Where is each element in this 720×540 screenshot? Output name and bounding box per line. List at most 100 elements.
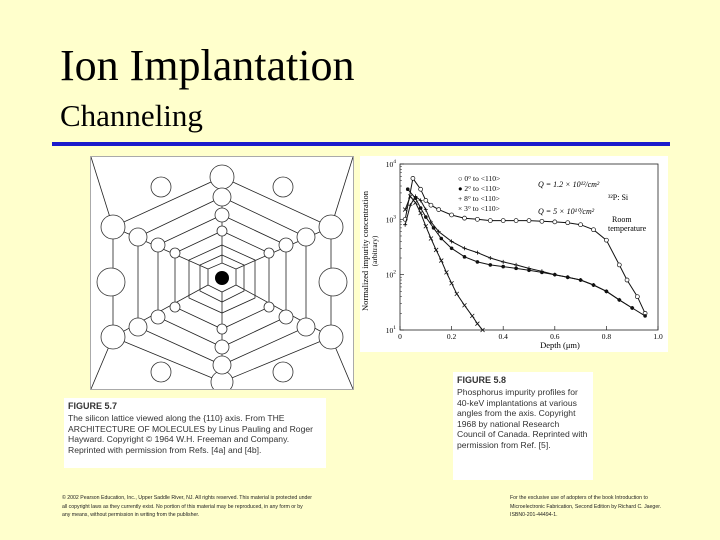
series-1-point-6 bbox=[449, 246, 454, 251]
series-2-point-1 bbox=[408, 203, 413, 208]
series-2-point-12 bbox=[514, 262, 519, 267]
series-0-point-3 bbox=[423, 198, 429, 203]
series-3-point-14 bbox=[480, 327, 485, 333]
series-1-point-21 bbox=[643, 314, 647, 318]
series-0-point-6 bbox=[449, 212, 454, 218]
impurity-profile-chart: 0 0.2 0.4 0.6 0.8 1.0 104 103 102 101 ○ 0° to <11… bbox=[360, 156, 668, 352]
book-attribution-footer: For the exclusive use of adopters of the… bbox=[510, 495, 662, 518]
series-2-point-15 bbox=[552, 272, 557, 277]
y-tick-label-3: 101 bbox=[386, 325, 397, 335]
copyright-footer: © 2002 Pearson Education, Inc., Upper Sa… bbox=[62, 495, 312, 518]
series-3-point-5 bbox=[428, 236, 434, 241]
series-0-point-4 bbox=[428, 202, 434, 208]
series-1-point-11 bbox=[514, 266, 518, 271]
series-0-point-16 bbox=[578, 222, 583, 228]
series-3-point-0 bbox=[402, 207, 408, 212]
series-2-point-7 bbox=[449, 239, 454, 244]
series-2-point-16 bbox=[565, 275, 570, 280]
annotation-species: ³²P: Si bbox=[608, 193, 629, 202]
chart-svg: 0 0.2 0.4 0.6 0.8 1.0 104 103 102 101 ○ 0° to <11… bbox=[360, 159, 663, 350]
series-0-point-17 bbox=[591, 227, 596, 233]
series-2-point-6 bbox=[436, 229, 441, 234]
figure-5-8-text: Phosphorus impurity profiles for 40-keV … bbox=[457, 387, 588, 450]
series-line-1 bbox=[407, 188, 646, 317]
series-3-point-3 bbox=[418, 210, 423, 216]
series-2-point-4 bbox=[423, 207, 428, 212]
y-tick-label-2: 102 bbox=[386, 270, 397, 280]
series-2-point-3 bbox=[418, 198, 423, 203]
x-tick-label-1: 0.2 bbox=[447, 332, 457, 341]
series-0-point-21 bbox=[635, 294, 640, 300]
series-0-point-13 bbox=[539, 218, 545, 224]
series-1-point-9 bbox=[488, 263, 493, 267]
series-3-point-2 bbox=[413, 200, 418, 205]
series-3-point-4 bbox=[423, 223, 429, 229]
plot-frame bbox=[399, 163, 659, 331]
x-tick-label-4: 0.8 bbox=[602, 332, 612, 341]
series-0-point-7 bbox=[462, 215, 467, 221]
series-3-point-1 bbox=[408, 194, 413, 199]
x-tick-label-2: 0.4 bbox=[499, 332, 509, 341]
series-1-point-10 bbox=[501, 264, 505, 269]
series-3-point-6 bbox=[433, 247, 439, 253]
x-tick-label-0: 0 bbox=[398, 332, 402, 341]
legend-entry-3: × 3° to <110> bbox=[458, 204, 500, 213]
series-3-point-12 bbox=[469, 313, 475, 319]
series-2-point-17 bbox=[578, 278, 583, 283]
series-1-point-3 bbox=[424, 215, 428, 219]
slide-title: Ion Implantation bbox=[60, 41, 355, 90]
annotation-dose-low: Q = 5 × 10¹⁰/cm² bbox=[538, 207, 595, 216]
series-2-point-8 bbox=[462, 246, 467, 251]
x-axis-label: Depth (μm) bbox=[540, 340, 580, 350]
annotation-temp-1: Room bbox=[612, 215, 632, 224]
figure-5-7-text: The silicon lattice viewed along the {11… bbox=[68, 413, 314, 455]
series-2-point-2 bbox=[413, 194, 418, 199]
y-tick-label-0: 104 bbox=[386, 159, 397, 169]
series-line-2 bbox=[404, 195, 633, 309]
series-3-point-13 bbox=[475, 321, 480, 326]
annotation-dose-high: Q = 1.2 × 10¹²/cm² bbox=[538, 180, 600, 189]
series-2-point-18 bbox=[591, 283, 596, 288]
series-0-point-8 bbox=[475, 216, 480, 222]
series-1-point-0 bbox=[405, 187, 410, 192]
series-2-point-5 bbox=[428, 219, 433, 224]
series-1-point-8 bbox=[475, 260, 480, 264]
series-0-point-2 bbox=[418, 186, 423, 192]
series-0-point-14 bbox=[552, 219, 558, 225]
series-0-point-10 bbox=[500, 218, 506, 223]
series-1-point-5 bbox=[439, 236, 444, 241]
series-0-point-20 bbox=[624, 277, 630, 283]
y-axis-units: (arbitrary) bbox=[370, 235, 379, 266]
series-2-point-9 bbox=[475, 250, 480, 255]
figure-5-7-caption: FIGURE 5.7 The silicon lattice viewed al… bbox=[64, 398, 326, 468]
series-1-point-2 bbox=[418, 206, 423, 210]
series-0-point-19 bbox=[616, 262, 622, 268]
annotation-temp-2: temperature bbox=[608, 224, 647, 233]
series-3-point-7 bbox=[438, 258, 444, 263]
y-tick-label-1: 103 bbox=[386, 214, 397, 224]
y-axis-label: Normalized impurity concentration bbox=[360, 190, 370, 311]
x-tick-label-5: 1.0 bbox=[653, 332, 663, 341]
series-0-point-11 bbox=[513, 218, 519, 223]
series-0-point-18 bbox=[604, 237, 609, 243]
lattice-drawing bbox=[90, 156, 354, 394]
series-3-point-8 bbox=[444, 270, 449, 275]
series-2-point-19 bbox=[604, 289, 609, 294]
series-3-point-10 bbox=[454, 291, 460, 297]
series-2-point-21 bbox=[630, 305, 635, 310]
series-line-3 bbox=[404, 195, 483, 331]
legend-entry-1: ● 2° to <110> bbox=[458, 184, 500, 193]
series-2-point-11 bbox=[501, 259, 506, 264]
series-0-point-5 bbox=[436, 207, 442, 212]
series-2-point-0 bbox=[403, 222, 408, 227]
figure-5-8-caption: FIGURE 5.8 Phosphorus impurity profiles … bbox=[453, 372, 593, 480]
series-2-point-13 bbox=[527, 266, 531, 271]
series-2-point-14 bbox=[539, 269, 544, 274]
legend-entry-2: + 8° to <110> bbox=[458, 194, 500, 203]
series-3-point-9 bbox=[449, 280, 454, 286]
figure-5-8-heading: FIGURE 5.8 bbox=[457, 375, 507, 385]
series-1-point-7 bbox=[462, 255, 467, 259]
series-0-point-1 bbox=[410, 176, 416, 181]
series-2-point-20 bbox=[617, 297, 622, 302]
series-0-point-9 bbox=[487, 218, 493, 223]
